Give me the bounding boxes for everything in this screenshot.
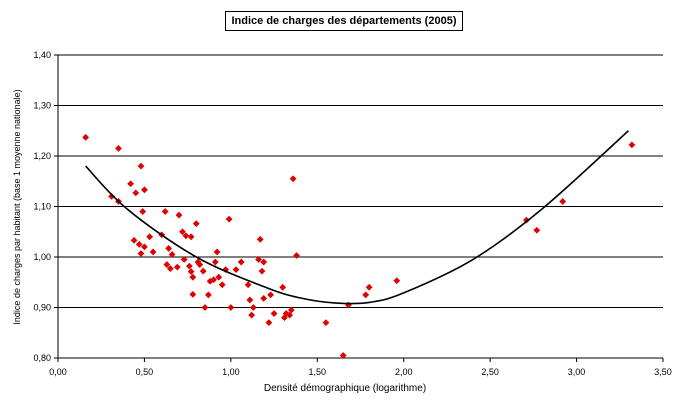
data-point bbox=[246, 296, 254, 304]
data-point bbox=[249, 304, 257, 311]
y-tick-label: 0,80 bbox=[33, 353, 51, 363]
y-tick-label: 1,30 bbox=[33, 101, 51, 111]
data-point bbox=[127, 180, 134, 188]
data-point bbox=[173, 263, 181, 271]
data-point bbox=[210, 276, 217, 284]
data-point bbox=[189, 273, 197, 281]
data-point bbox=[108, 193, 115, 200]
data-point bbox=[137, 250, 145, 257]
chart-title: Indice de charges des départements (2005… bbox=[225, 11, 463, 31]
data-point bbox=[244, 281, 252, 289]
data-point bbox=[141, 243, 148, 251]
data-point bbox=[215, 273, 223, 281]
data-point bbox=[146, 233, 154, 241]
data-point bbox=[227, 304, 235, 311]
data-point bbox=[187, 233, 195, 241]
data-point bbox=[149, 248, 157, 256]
data-point bbox=[179, 228, 186, 236]
x-tick-label: 2,50 bbox=[481, 367, 499, 377]
x-tick-label: 0,00 bbox=[49, 367, 67, 377]
x-tick-label: 0,50 bbox=[136, 367, 154, 377]
data-point bbox=[201, 304, 209, 311]
data-point bbox=[166, 265, 174, 273]
data-point bbox=[168, 251, 176, 258]
data-point bbox=[213, 248, 221, 256]
gridlines bbox=[58, 54, 663, 359]
data-point bbox=[82, 133, 90, 141]
data-point bbox=[211, 258, 219, 266]
y-axis-ticks: 0,80 0,90 1,00 1,10 1,20 1,30 1,40 bbox=[33, 50, 58, 363]
data-point bbox=[270, 310, 278, 317]
data-points bbox=[82, 133, 636, 359]
data-point bbox=[362, 291, 370, 299]
data-point bbox=[163, 261, 171, 268]
data-point bbox=[258, 267, 266, 275]
data-point bbox=[260, 295, 268, 302]
data-point bbox=[204, 291, 212, 299]
data-point bbox=[232, 266, 240, 274]
data-point bbox=[255, 256, 262, 263]
x-tick-label: 1,50 bbox=[309, 367, 327, 377]
data-point bbox=[130, 236, 138, 244]
axes bbox=[57, 55, 663, 359]
data-point bbox=[365, 283, 373, 291]
data-point bbox=[339, 352, 347, 359]
y-tick-label: 1,00 bbox=[33, 252, 51, 262]
data-point bbox=[322, 319, 330, 327]
data-point bbox=[189, 290, 197, 298]
data-point bbox=[523, 216, 530, 224]
data-point bbox=[180, 256, 188, 263]
data-point bbox=[187, 268, 195, 276]
y-tick-label: 1,20 bbox=[33, 151, 51, 161]
data-point bbox=[165, 245, 173, 252]
y-axis-label: Indice de charges par habitant (base 1 m… bbox=[12, 89, 22, 325]
data-point bbox=[115, 145, 122, 152]
data-point bbox=[194, 258, 202, 266]
x-tick-label: 3,00 bbox=[568, 367, 586, 377]
data-point bbox=[237, 258, 245, 266]
data-point bbox=[137, 162, 145, 170]
data-point bbox=[218, 281, 226, 289]
x-axis-label: Densité démographique (logarithme) bbox=[263, 383, 427, 394]
data-point bbox=[175, 211, 183, 219]
data-point bbox=[279, 283, 287, 291]
data-point bbox=[293, 252, 300, 259]
data-point bbox=[199, 267, 207, 275]
data-point bbox=[141, 186, 148, 194]
data-point bbox=[225, 215, 233, 223]
x-tick-label: 2,00 bbox=[395, 367, 413, 377]
data-point bbox=[393, 277, 401, 285]
data-point bbox=[192, 220, 200, 228]
y-tick-label: 1,10 bbox=[33, 202, 51, 212]
data-point bbox=[139, 208, 147, 215]
data-point bbox=[222, 266, 230, 274]
x-tick-label: 3,50 bbox=[654, 367, 672, 377]
trendline-curve bbox=[85, 130, 629, 305]
data-point bbox=[533, 226, 541, 234]
data-point bbox=[559, 198, 567, 205]
data-point bbox=[628, 141, 636, 149]
data-point bbox=[260, 258, 268, 266]
data-point bbox=[289, 175, 297, 183]
data-point bbox=[287, 306, 295, 314]
data-point bbox=[182, 232, 190, 240]
data-point bbox=[248, 311, 255, 319]
data-point bbox=[265, 319, 273, 327]
trendline bbox=[85, 130, 629, 305]
data-point bbox=[185, 262, 193, 270]
x-tick-label: 1,00 bbox=[222, 367, 240, 377]
data-point bbox=[196, 261, 204, 268]
data-point bbox=[135, 240, 143, 248]
data-point bbox=[267, 291, 275, 299]
data-point bbox=[161, 208, 169, 215]
data-point bbox=[282, 310, 290, 317]
x-axis-ticks: 0,00 0,50 1,00 1,50 2,00 2,50 3,00 3,50 bbox=[49, 358, 672, 377]
data-point bbox=[132, 189, 140, 197]
y-tick-label: 0,90 bbox=[33, 303, 51, 313]
y-tick-label: 1,40 bbox=[33, 50, 51, 60]
data-point bbox=[256, 235, 264, 243]
